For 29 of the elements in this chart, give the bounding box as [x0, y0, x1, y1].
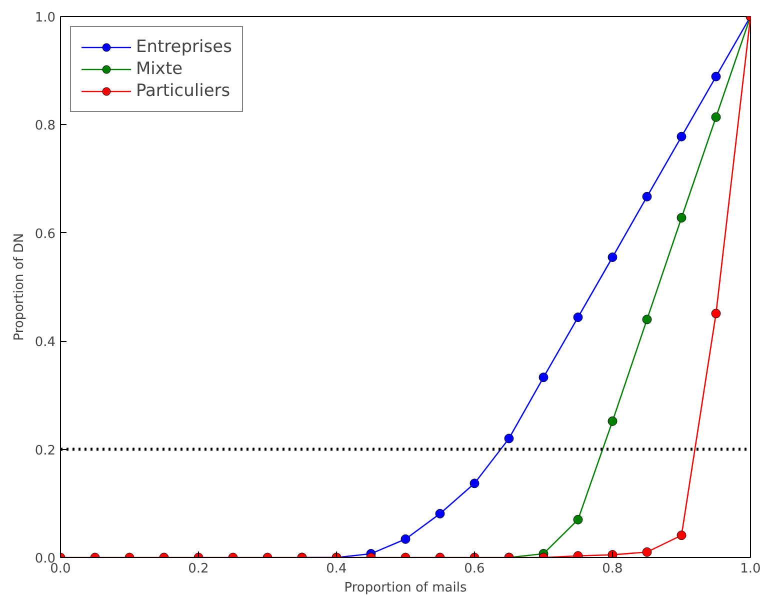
legend-label: Particuliers [136, 81, 230, 101]
point [676, 132, 686, 142]
point [711, 72, 721, 82]
x-axis-title: Proportion of mails [344, 580, 467, 596]
y-tick-label: 0.4 [34, 335, 56, 350]
point [676, 213, 686, 222]
point [642, 314, 652, 324]
y-tick-label: 0.2 [34, 443, 56, 458]
x-tick-label: 1.0 [740, 562, 761, 576]
y-axis-title: Proportion of DN [12, 233, 27, 341]
x-tick-label: 0.2 [188, 562, 209, 576]
legend-label: Entreprises [136, 37, 232, 57]
y-tick-label: 1.0 [34, 10, 56, 26]
point [573, 312, 583, 322]
point [711, 112, 721, 122]
x-tick-label: 0.4 [326, 562, 347, 576]
point [538, 372, 548, 382]
x-tick-label: 0.0 [50, 562, 71, 576]
legend-label: Mixte [136, 59, 183, 79]
point [504, 434, 514, 444]
point [608, 252, 618, 262]
x-tick-label: 0.8 [602, 562, 623, 576]
point [711, 308, 721, 318]
point [608, 550, 618, 558]
point [608, 416, 618, 426]
y-tick-label: 0.6 [34, 226, 56, 242]
y-tick-label: 0.8 [34, 118, 56, 134]
x-tick-label: 0.6 [464, 562, 485, 576]
point [642, 192, 652, 202]
